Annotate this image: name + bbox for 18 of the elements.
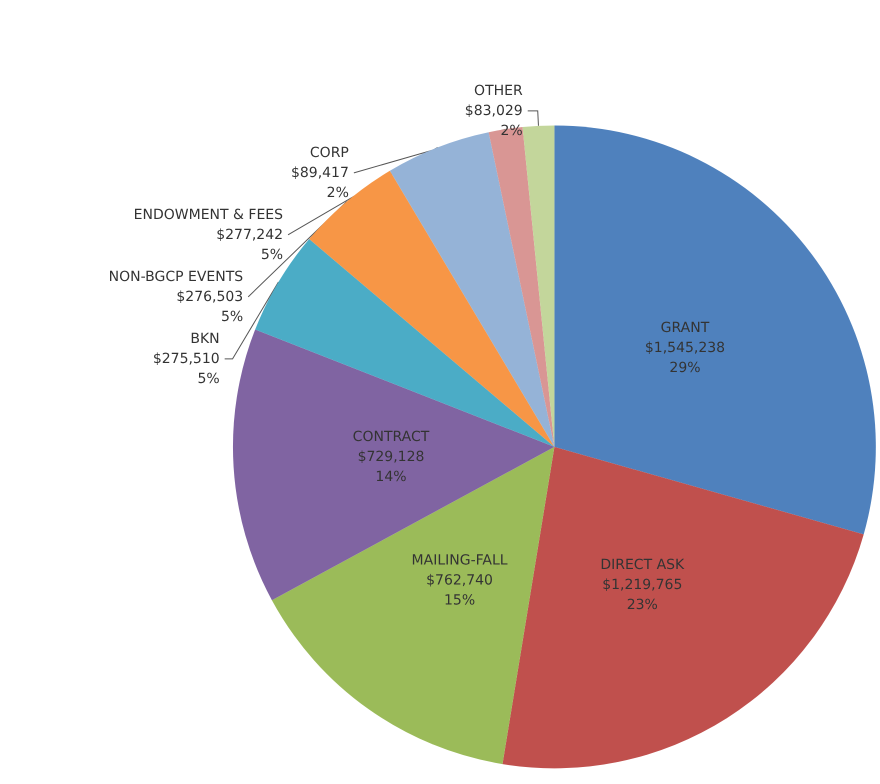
slice-label: OTHER — [474, 82, 523, 99]
slice-label: NON-BGCP EVENTS — [108, 268, 244, 285]
data-label: $762,740 15% — [426, 572, 493, 608]
data-label: $729,128 14% — [358, 448, 424, 485]
slice-label: ENDOWMENT & FEES — [134, 206, 284, 223]
slice-label: DIRECT ASK — [600, 557, 686, 574]
data-label: $277,242 5% — [216, 226, 284, 263]
data-label: $89,417 2% — [290, 164, 349, 201]
slice-label: GRANT — [660, 320, 710, 336]
slice-label: MAILING-FALL — [412, 552, 508, 568]
slice-label: BKN — [190, 330, 220, 347]
data-label: $275,510 5% — [152, 350, 220, 387]
data-label: $83,029 2% — [464, 102, 523, 139]
slice-label: CONTRACT — [352, 428, 430, 445]
data-label: $1,219,765 23% — [602, 577, 682, 614]
data-label: $276,503 5% — [176, 288, 244, 325]
slice-label: CORP — [310, 144, 349, 161]
data-label: $1,545,238 29% — [644, 340, 726, 376]
